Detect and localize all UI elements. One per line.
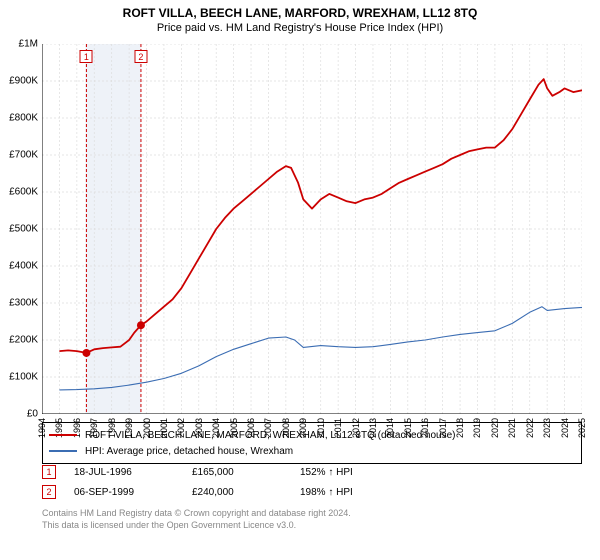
- chart-container: ROFT VILLA, BEECH LANE, MARFORD, WREXHAM…: [0, 0, 600, 560]
- marker-badge: 2: [42, 485, 56, 499]
- y-tick-label: £500K: [9, 224, 38, 235]
- y-tick-label: £800K: [9, 113, 38, 124]
- legend-swatch: [49, 450, 77, 452]
- chart-title: ROFT VILLA, BEECH LANE, MARFORD, WREXHAM…: [0, 6, 600, 20]
- y-tick-label: £600K: [9, 187, 38, 198]
- marker-date: 18-JUL-1996: [74, 467, 174, 478]
- y-tick-label: £1M: [19, 39, 38, 50]
- legend-label: HPI: Average price, detached house, Wrex…: [85, 446, 293, 457]
- legend: ROFT VILLA, BEECH LANE, MARFORD, WREXHAM…: [42, 422, 582, 464]
- attribution-line: This data is licensed under the Open Gov…: [42, 520, 582, 532]
- y-tick-label: £200K: [9, 335, 38, 346]
- y-tick-label: £700K: [9, 150, 38, 161]
- marker-pct: 152% ↑ HPI: [300, 467, 390, 478]
- chart-svg: [42, 44, 582, 414]
- marker-row: 2 06-SEP-1999 £240,000 198% ↑ HPI: [42, 482, 582, 502]
- marker-price: £240,000: [192, 487, 282, 498]
- y-tick-label: £900K: [9, 76, 38, 87]
- y-tick-label: £400K: [9, 261, 38, 272]
- legend-item: HPI: Average price, detached house, Wrex…: [49, 443, 575, 459]
- markers-table: 1 18-JUL-1996 £165,000 152% ↑ HPI 2 06-S…: [42, 462, 582, 502]
- legend-label: ROFT VILLA, BEECH LANE, MARFORD, WREXHAM…: [85, 430, 456, 441]
- attribution: Contains HM Land Registry data © Crown c…: [42, 508, 582, 531]
- marker-date: 06-SEP-1999: [74, 487, 174, 498]
- y-tick-label: £300K: [9, 298, 38, 309]
- chart-marker-badge: 1: [80, 50, 93, 63]
- marker-price: £165,000: [192, 467, 282, 478]
- marker-pct: 198% ↑ HPI: [300, 487, 390, 498]
- marker-row: 1 18-JUL-1996 £165,000 152% ↑ HPI: [42, 462, 582, 482]
- chart-plot-area: £0£100K£200K£300K£400K£500K£600K£700K£80…: [42, 44, 582, 414]
- marker-badge: 1: [42, 465, 56, 479]
- legend-item: ROFT VILLA, BEECH LANE, MARFORD, WREXHAM…: [49, 427, 575, 443]
- attribution-line: Contains HM Land Registry data © Crown c…: [42, 508, 582, 520]
- chart-subtitle: Price paid vs. HM Land Registry's House …: [0, 22, 600, 34]
- y-tick-label: £100K: [9, 372, 38, 383]
- legend-swatch: [49, 434, 77, 436]
- chart-marker-badge: 2: [134, 50, 147, 63]
- title-block: ROFT VILLA, BEECH LANE, MARFORD, WREXHAM…: [0, 0, 600, 34]
